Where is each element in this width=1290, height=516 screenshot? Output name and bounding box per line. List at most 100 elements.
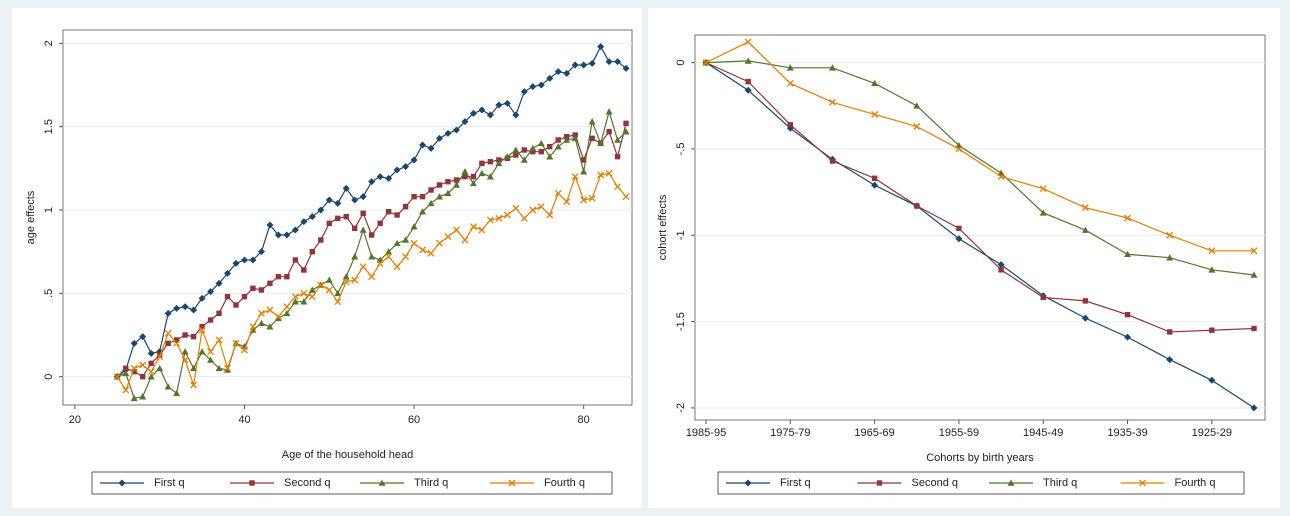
- marker: [352, 225, 358, 232]
- marker: [605, 108, 613, 115]
- marker: [829, 98, 836, 106]
- marker: [503, 99, 511, 107]
- marker: [198, 294, 206, 302]
- marker: [139, 333, 147, 341]
- marker: [444, 129, 452, 137]
- marker: [702, 59, 710, 67]
- marker: [495, 101, 503, 109]
- marker: [385, 253, 393, 261]
- y-axis-title: cohort effects: [657, 194, 669, 260]
- marker: [190, 381, 198, 389]
- marker: [190, 333, 197, 340]
- marker: [393, 263, 401, 271]
- marker: [571, 173, 579, 181]
- marker: [249, 256, 257, 264]
- marker: [787, 122, 794, 128]
- marker: [745, 78, 751, 85]
- marker: [410, 156, 418, 164]
- marker: [1166, 329, 1173, 335]
- marker: [118, 479, 126, 487]
- marker: [207, 317, 214, 323]
- marker: [385, 248, 393, 255]
- marker: [876, 480, 883, 486]
- marker: [461, 236, 469, 244]
- marker: [478, 106, 486, 114]
- marker: [1039, 185, 1047, 193]
- marker: [913, 102, 921, 109]
- marker: [216, 310, 222, 317]
- marker: [147, 368, 155, 376]
- marker: [317, 281, 325, 289]
- marker: [376, 259, 384, 267]
- marker: [325, 196, 333, 204]
- marker: [537, 81, 545, 89]
- marker: [131, 368, 137, 375]
- marker: [113, 373, 121, 381]
- marker: [249, 480, 255, 486]
- marker: [393, 166, 401, 174]
- marker: [469, 223, 477, 231]
- x-tick-label: 60: [408, 414, 420, 426]
- marker: [588, 59, 596, 67]
- marker: [250, 285, 256, 292]
- marker: [469, 179, 477, 187]
- marker: [563, 198, 571, 206]
- marker: [597, 43, 605, 51]
- marker: [249, 323, 257, 331]
- marker: [1250, 247, 1258, 255]
- marker: [130, 364, 138, 372]
- marker: [529, 83, 537, 91]
- legend-label: Third q: [414, 477, 448, 489]
- marker: [274, 314, 282, 322]
- marker: [224, 364, 231, 372]
- y-axis-title: age effects: [25, 190, 37, 244]
- marker: [546, 211, 554, 219]
- marker: [359, 193, 367, 201]
- marker: [215, 336, 223, 344]
- marker: [258, 287, 265, 293]
- marker: [537, 203, 545, 211]
- marker: [342, 273, 350, 280]
- marker: [291, 298, 299, 305]
- marker: [156, 364, 164, 372]
- marker: [123, 365, 129, 372]
- marker: [240, 256, 248, 264]
- marker: [419, 246, 427, 254]
- marker: [215, 279, 223, 287]
- marker: [139, 361, 147, 369]
- marker: [1124, 311, 1131, 318]
- marker: [623, 120, 629, 127]
- marker: [605, 169, 613, 177]
- marker: [605, 58, 613, 66]
- marker: [614, 136, 622, 143]
- marker: [1166, 254, 1174, 261]
- marker: [453, 226, 460, 234]
- marker: [786, 64, 794, 71]
- marker: [156, 353, 164, 361]
- legend-label: Second q: [284, 477, 330, 489]
- marker: [308, 286, 316, 293]
- marker: [462, 173, 468, 180]
- marker: [233, 302, 239, 308]
- marker: [1081, 314, 1089, 322]
- marker: [555, 137, 561, 143]
- marker: [445, 178, 451, 185]
- marker: [461, 118, 469, 126]
- marker: [479, 160, 485, 167]
- marker: [495, 159, 503, 167]
- marker: [955, 145, 963, 153]
- marker: [744, 38, 752, 46]
- marker: [181, 303, 189, 311]
- marker: [140, 373, 146, 380]
- marker: [1039, 209, 1047, 216]
- marker: [1250, 271, 1258, 278]
- x-tick-label: 1975-79: [770, 427, 810, 439]
- marker: [521, 147, 528, 153]
- marker: [164, 309, 172, 317]
- series-line: [705, 60, 1255, 276]
- marker: [1250, 404, 1258, 412]
- marker: [744, 86, 752, 94]
- marker: [571, 134, 579, 142]
- marker: [283, 303, 291, 311]
- marker: [325, 276, 333, 283]
